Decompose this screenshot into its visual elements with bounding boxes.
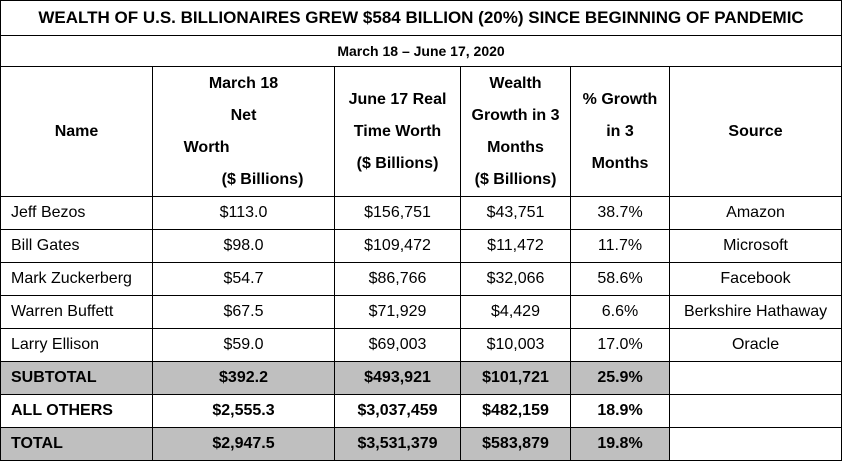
- all-others-label: ALL OTHERS: [0, 394, 153, 428]
- header-june-real-time-worth: June 17 Real Time Worth ($ Billions): [334, 66, 461, 197]
- header-march-line1: March 18: [208, 74, 279, 92]
- header-source: Source: [668, 66, 842, 197]
- header-march-line2: Net: [230, 106, 257, 124]
- total-june-worth: $3,531,379: [334, 427, 461, 461]
- subtotal-june-worth: $493,921: [334, 361, 461, 395]
- header-row: Name March 18 Net Worth ($ Billions) Jun…: [0, 66, 842, 197]
- row-name: Bill Gates: [0, 229, 153, 263]
- subtotal-march-worth: $392.2: [152, 361, 335, 395]
- row-june-worth: $86,766: [334, 262, 461, 296]
- subtotal-growth: $101,721: [460, 361, 571, 395]
- header-june-line1: June 17 Real: [348, 90, 447, 108]
- row-source: Oracle: [668, 328, 842, 362]
- row-source: Facebook: [668, 262, 842, 296]
- row-june-worth: $69,003: [334, 328, 461, 362]
- total-pct-growth: 19.8%: [570, 427, 670, 461]
- all-others-growth: $482,159: [460, 394, 571, 428]
- header-wealth-growth: Wealth Growth in 3 Months ($ Billions): [460, 66, 571, 197]
- table-row-bezos: Jeff Bezos $113.0 $156,751 $43,751 38.7%…: [0, 196, 842, 230]
- header-growth-line3: Months: [487, 138, 544, 156]
- header-march-line4: ($ Billions): [221, 170, 304, 188]
- row-growth: $32,066: [460, 262, 571, 296]
- row-name: Larry Ellison: [0, 328, 153, 362]
- row-source: Berkshire Hathaway: [668, 295, 842, 329]
- row-growth: $4,429: [460, 295, 571, 329]
- row-pct-growth: 38.7%: [570, 196, 670, 230]
- header-june-line3: ($ Billions): [356, 154, 439, 172]
- header-pct-line2: in 3: [606, 122, 634, 140]
- total-march-worth: $2,947.5: [152, 427, 335, 461]
- total-source-empty: [668, 427, 842, 461]
- all-others-march-worth: $2,555.3: [152, 394, 335, 428]
- table-title: WEALTH OF U.S. BILLIONAIRES GREW $584 BI…: [0, 0, 842, 36]
- row-growth: $10,003: [460, 328, 571, 362]
- header-june-line2: Time Worth: [353, 122, 442, 140]
- row-march-worth: $54.7: [152, 262, 335, 296]
- row-march-worth: $67.5: [152, 295, 335, 329]
- row-march-worth: $113.0: [152, 196, 335, 230]
- all-others-source-empty: [668, 394, 842, 428]
- header-pct-growth: % Growth in 3 Months: [570, 66, 670, 197]
- row-source: Microsoft: [668, 229, 842, 263]
- subtotal-label: SUBTOTAL: [0, 361, 153, 395]
- header-growth-line1: Wealth: [489, 74, 542, 92]
- row-name: Mark Zuckerberg: [0, 262, 153, 296]
- row-march-worth: $59.0: [152, 328, 335, 362]
- row-pct-growth: 17.0%: [570, 328, 670, 362]
- table-subtitle: March 18 – June 17, 2020: [0, 35, 842, 67]
- row-march-worth: $98.0: [152, 229, 335, 263]
- subtotal-source-empty: [668, 361, 842, 395]
- total-growth: $583,879: [460, 427, 571, 461]
- header-march-line3: Worth: [183, 138, 230, 156]
- row-pct-growth: 11.7%: [570, 229, 670, 263]
- table-row-ellison: Larry Ellison $59.0 $69,003 $10,003 17.0…: [0, 328, 842, 362]
- header-growth-line4: ($ Billions): [474, 170, 557, 188]
- row-source: Amazon: [668, 196, 842, 230]
- row-june-worth: $109,472: [334, 229, 461, 263]
- header-name: Name: [0, 66, 153, 197]
- all-others-row: ALL OTHERS $2,555.3 $3,037,459 $482,159 …: [0, 394, 842, 428]
- table-row-zuckerberg: Mark Zuckerberg $54.7 $86,766 $32,066 58…: [0, 262, 842, 296]
- row-growth: $43,751: [460, 196, 571, 230]
- header-march-net-worth: March 18 Net Worth ($ Billions): [152, 66, 335, 197]
- table-row-gates: Bill Gates $98.0 $109,472 $11,472 11.7% …: [0, 229, 842, 263]
- subtotal-pct-growth: 25.9%: [570, 361, 670, 395]
- row-name: Jeff Bezos: [0, 196, 153, 230]
- all-others-pct-growth: 18.9%: [570, 394, 670, 428]
- row-june-worth: $71,929: [334, 295, 461, 329]
- row-name: Warren Buffett: [0, 295, 153, 329]
- all-others-june-worth: $3,037,459: [334, 394, 461, 428]
- header-pct-line1: % Growth: [582, 90, 658, 108]
- subtotal-row: SUBTOTAL $392.2 $493,921 $101,721 25.9%: [0, 361, 842, 395]
- row-pct-growth: 58.6%: [570, 262, 670, 296]
- total-row: TOTAL $2,947.5 $3,531,379 $583,879 19.8%: [0, 427, 842, 461]
- total-label: TOTAL: [0, 427, 153, 461]
- row-pct-growth: 6.6%: [570, 295, 670, 329]
- row-june-worth: $156,751: [334, 196, 461, 230]
- row-growth: $11,472: [460, 229, 571, 263]
- header-pct-line3: Months: [591, 154, 649, 172]
- header-growth-line2: Growth in 3: [471, 106, 560, 124]
- table-row-buffett: Warren Buffett $67.5 $71,929 $4,429 6.6%…: [0, 295, 842, 329]
